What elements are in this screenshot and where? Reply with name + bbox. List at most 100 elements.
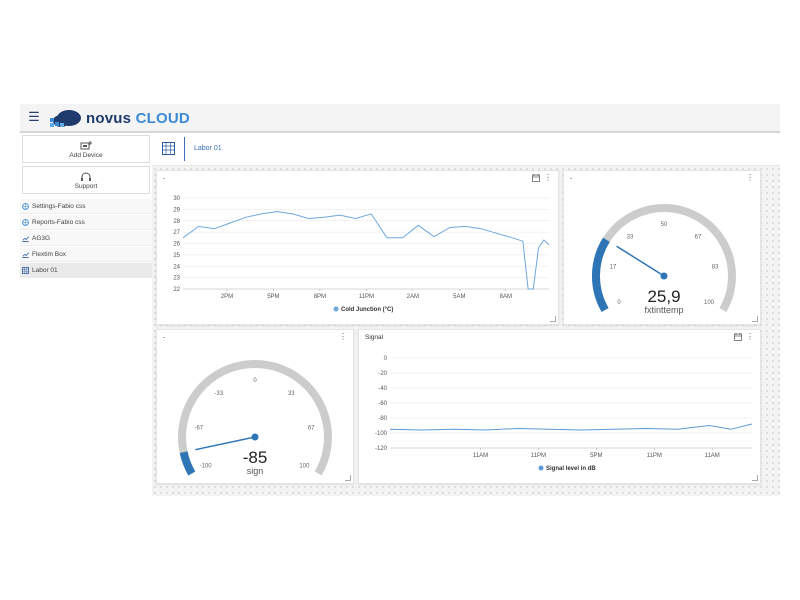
y-tick-label: -120 [375,446,388,452]
dashboard-header: Labor 01 [152,133,780,166]
x-tick-label: 8AM [500,294,512,300]
support-button[interactable]: Support [22,166,150,194]
brand-main: novus [86,109,132,127]
sidebar-item-settings-fabio[interactable]: Settings-Fabio css [20,199,152,214]
sidebar-item-label: Settings-Fabio css [32,203,86,210]
y-tick-label: 27 [173,230,180,236]
app-window: ☰ novus CLOUD Add Device Support Setting… [20,104,780,496]
gauge-tick-label: 17 [610,264,617,270]
line-chart-card: - ⋮ 22 23 24 25 26 27 28 29 30 2PM 5PM 8PM 11PM 2AM 5A… [156,170,559,325]
cloud-logo-icon [50,110,81,127]
headset-icon [81,172,91,181]
y-tick-label: 0 [384,356,388,362]
top-bar: ☰ novus CLOUD [20,104,780,133]
card-menu-icon[interactable]: ⋮ [544,173,552,182]
gauge-hub [251,433,259,441]
sidebar-item-flextim-box[interactable]: Flextim Box [20,247,152,262]
legend-label: Signal level in dB [546,466,596,472]
signal-chart: 0 -20 -40 -60 -80 -100 -120 11AM 11PM 5PM 11PM 11AM… [375,356,753,472]
resize-handle[interactable] [752,475,758,481]
gauge-needle [616,245,665,277]
gauge-tick-label: -33 [214,391,223,397]
gauge-tick-label: -67 [194,426,203,432]
sidebar-item-label: Reports-Fabio css [32,219,85,226]
calendar-icon[interactable] [532,174,540,182]
add-device-button[interactable]: Add Device [22,135,150,163]
gauge-label: sign [247,466,264,476]
novus-cloud-logo[interactable]: novus CLOUD [48,107,190,129]
gauge-tick-label: 0 [617,300,621,306]
sidebar-item-label: Labor 01 [32,267,58,274]
dashboard-area: - ⋮ 22 23 24 25 26 27 28 29 30 2PM 5PM 8PM 11PM 2AM 5A… [152,166,780,496]
y-tick-label: 23 [173,276,180,282]
y-tick-label: 29 [173,207,180,213]
card-menu-icon[interactable]: ⋮ [746,332,754,341]
y-tick-label: -40 [378,386,387,392]
gauge-track [178,360,332,476]
y-tick-label: -80 [378,416,387,422]
sidebar-item-ag3g[interactable]: AG3G [20,231,152,246]
calendar-icon[interactable] [734,333,742,341]
series-line [389,423,753,431]
y-tick-label: 28 [173,219,180,225]
card-menu-icon[interactable]: ⋮ [339,332,347,341]
card-menu-icon[interactable]: ⋮ [746,173,754,182]
brand-accent: CLOUD [135,109,190,127]
sidebar: Add Device Support Settings-Fabio css Re… [20,133,152,496]
x-tick-label: 2AM [407,294,419,300]
sidebar-item-labor-01[interactable]: Labor 01 [20,263,152,278]
x-tick-label: 2PM [221,294,233,300]
cold-junction-chart: 22 23 24 25 26 27 28 29 30 2PM 5PM 8PM 11PM 2AM 5AM 8AM… [173,196,550,313]
gauge-tick-label: 50 [661,222,668,228]
chart-icon [22,252,29,258]
gauge-value: 25,9 [647,287,680,306]
x-tick-label: 11AM [473,453,488,459]
sidebar-item-label: AG3G [32,235,51,242]
gauge-tick-label: 67 [308,426,315,432]
x-tick-label: 11PM [359,294,374,300]
sign-gauge-card: - ⋮ -100 -67 -33 0 33 67 100 -85 sign [156,329,354,484]
y-tick-label: 26 [173,242,180,248]
header-divider [184,137,185,161]
x-tick-label: 11AM [705,453,720,459]
add-device-label: Add Device [69,152,103,159]
grid-icon [22,267,29,274]
card-title: - [570,175,573,182]
hamburger-menu-icon[interactable]: ☰ [28,109,40,124]
gauge-fill [179,451,196,476]
y-tick-label: 24 [173,264,180,270]
signal-chart-card: Signal ⋮ 0 -20 -40 -60 -80 -100 -120 11AM 11PM 5P… [358,329,761,484]
card-title: Signal [365,334,384,341]
y-tick-label: 25 [173,253,180,259]
x-tick-label: 8PM [314,294,326,300]
resize-handle[interactable] [550,316,556,322]
gauge-needle [195,436,256,451]
series-line [182,211,550,290]
gauge-fill [592,237,610,312]
gauge-tick-label: 83 [712,264,719,270]
temperature-gauge-card: - ⋮ 0 17 33 50 67 83 100 25,9 fxtinttemp [563,170,761,325]
x-tick-label: 5PM [267,294,279,300]
sidebar-item-label: Flextim Box [32,251,66,258]
x-tick-label: 11PM [647,453,662,459]
gauge-value: -85 [243,448,268,467]
resize-handle[interactable] [345,475,351,481]
gauge-tick-label: 100 [299,464,310,470]
gauge-label: fxtinttemp [644,305,683,315]
globe-icon [22,203,29,210]
resize-handle[interactable] [752,316,758,322]
x-tick-label: 5PM [590,453,602,459]
card-title: - [163,175,166,182]
y-tick-label: -20 [378,371,387,377]
gauge-tick-label: 100 [704,300,715,306]
add-device-icon [80,141,92,150]
sidebar-item-reports-fabio[interactable]: Reports-Fabio css [20,215,152,230]
y-tick-label: -60 [378,401,387,407]
legend-marker [333,306,339,312]
gauge-tick-label: 67 [695,235,702,241]
chart-icon [22,236,29,242]
gauge-tick-label: 0 [253,378,257,384]
dashboard-grid-icon[interactable] [162,142,175,155]
